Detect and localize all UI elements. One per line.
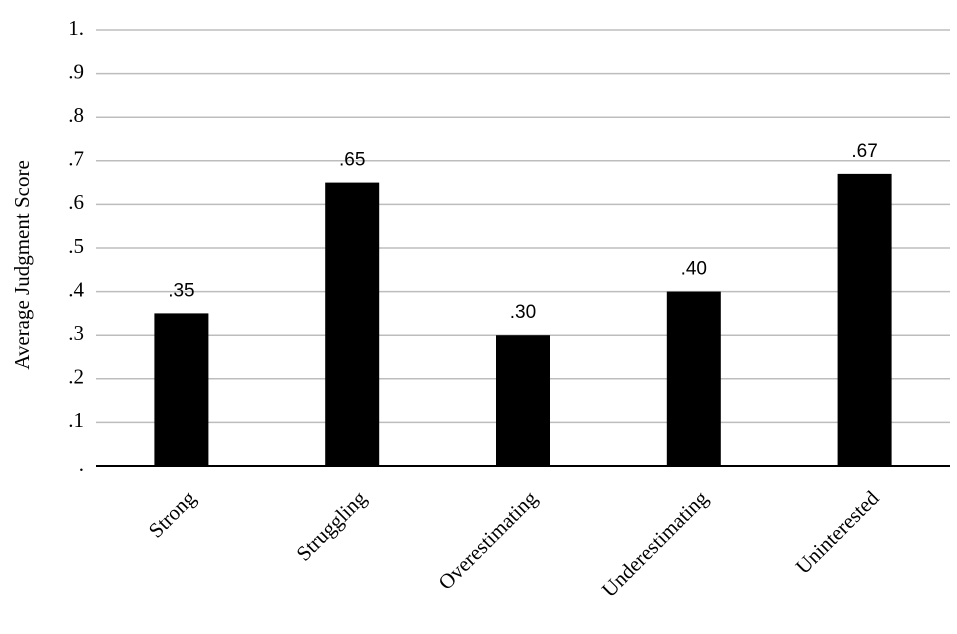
x-tick-label: Uninterested <box>791 486 884 579</box>
value-label: .30 <box>510 302 536 323</box>
y-tick-label: .2 <box>68 365 84 389</box>
value-label: .67 <box>851 141 877 162</box>
y-tick-label: .9 <box>68 59 84 83</box>
value-label: .65 <box>339 150 365 171</box>
y-tick-label: .4 <box>68 277 84 301</box>
y-axis-label: Average Judgment Score <box>10 160 34 370</box>
bar <box>666 291 721 466</box>
y-tick-label: .5 <box>68 234 84 258</box>
y-tick-label: .8 <box>68 103 84 127</box>
x-tick-label: Struggling <box>291 486 371 566</box>
x-tick-label: Underestimating <box>597 486 713 602</box>
y-tick-label: 1. <box>68 16 84 40</box>
bar <box>837 173 892 466</box>
value-label: .40 <box>681 259 707 280</box>
bar <box>496 335 550 466</box>
y-tick-label: . <box>79 452 84 476</box>
y-tick-label: .6 <box>68 190 84 214</box>
y-tick-label: .1 <box>68 408 84 432</box>
bar <box>154 313 209 466</box>
x-tick-label: Strong <box>144 486 201 543</box>
value-label: .35 <box>168 280 194 301</box>
y-tick-label: .7 <box>68 147 84 171</box>
x-tick-label: Overestimating <box>433 486 542 595</box>
y-tick-label: .3 <box>68 321 84 345</box>
bar <box>325 182 380 466</box>
